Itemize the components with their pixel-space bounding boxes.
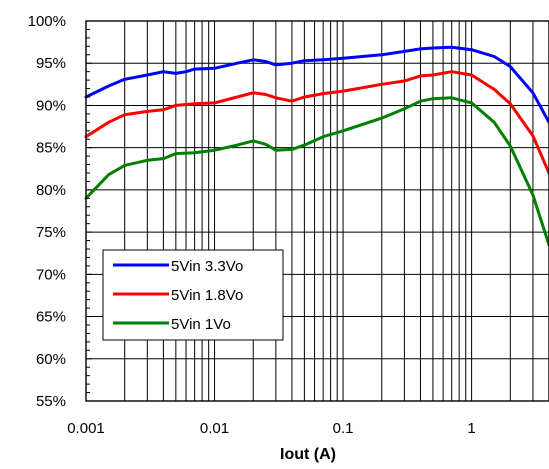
y-tick-label: 85% xyxy=(36,140,66,157)
y-tick-label: 75% xyxy=(36,224,66,241)
x-tick-label: 0.01 xyxy=(200,420,229,437)
series-line xyxy=(84,45,549,124)
legend-label: 5Vin 1.8Vo xyxy=(171,287,243,304)
x-tick-label: 0.001 xyxy=(67,420,105,437)
plot-frame xyxy=(85,20,549,402)
y-tick-label: 95% xyxy=(36,55,66,72)
legend-label: 5Vin 3.3Vo xyxy=(171,258,243,275)
y-tick-label: 60% xyxy=(36,351,66,368)
series-layer xyxy=(84,45,549,247)
y-tick-label: 100% xyxy=(28,13,66,30)
legend-label: 5Vin 1Vo xyxy=(171,316,231,333)
y-tick-label: 65% xyxy=(36,309,66,326)
y-tick-labels: 55% 60% 65% 70% 75% 80% 85% 90% 95% 100% xyxy=(28,13,66,410)
y-tick-label: 70% xyxy=(36,266,66,283)
y-tick-label: 90% xyxy=(36,97,66,114)
legend: 5Vin 3.3Vo 5Vin 1.8Vo 5Vin 1Vo xyxy=(102,249,284,341)
plot-background xyxy=(86,21,549,401)
x-tick-label: 1 xyxy=(467,420,475,437)
x-tick-label: 0.1 xyxy=(333,420,354,437)
y-tick-label: 80% xyxy=(36,182,66,199)
x-axis-title: Iout (A) xyxy=(280,446,336,463)
y-tick-label: 55% xyxy=(36,393,66,410)
series-line xyxy=(84,70,549,175)
minor-ticks xyxy=(86,20,92,402)
x-tick-labels: 0.001 0.01 0.1 1 xyxy=(67,420,476,437)
series-line xyxy=(84,96,549,247)
